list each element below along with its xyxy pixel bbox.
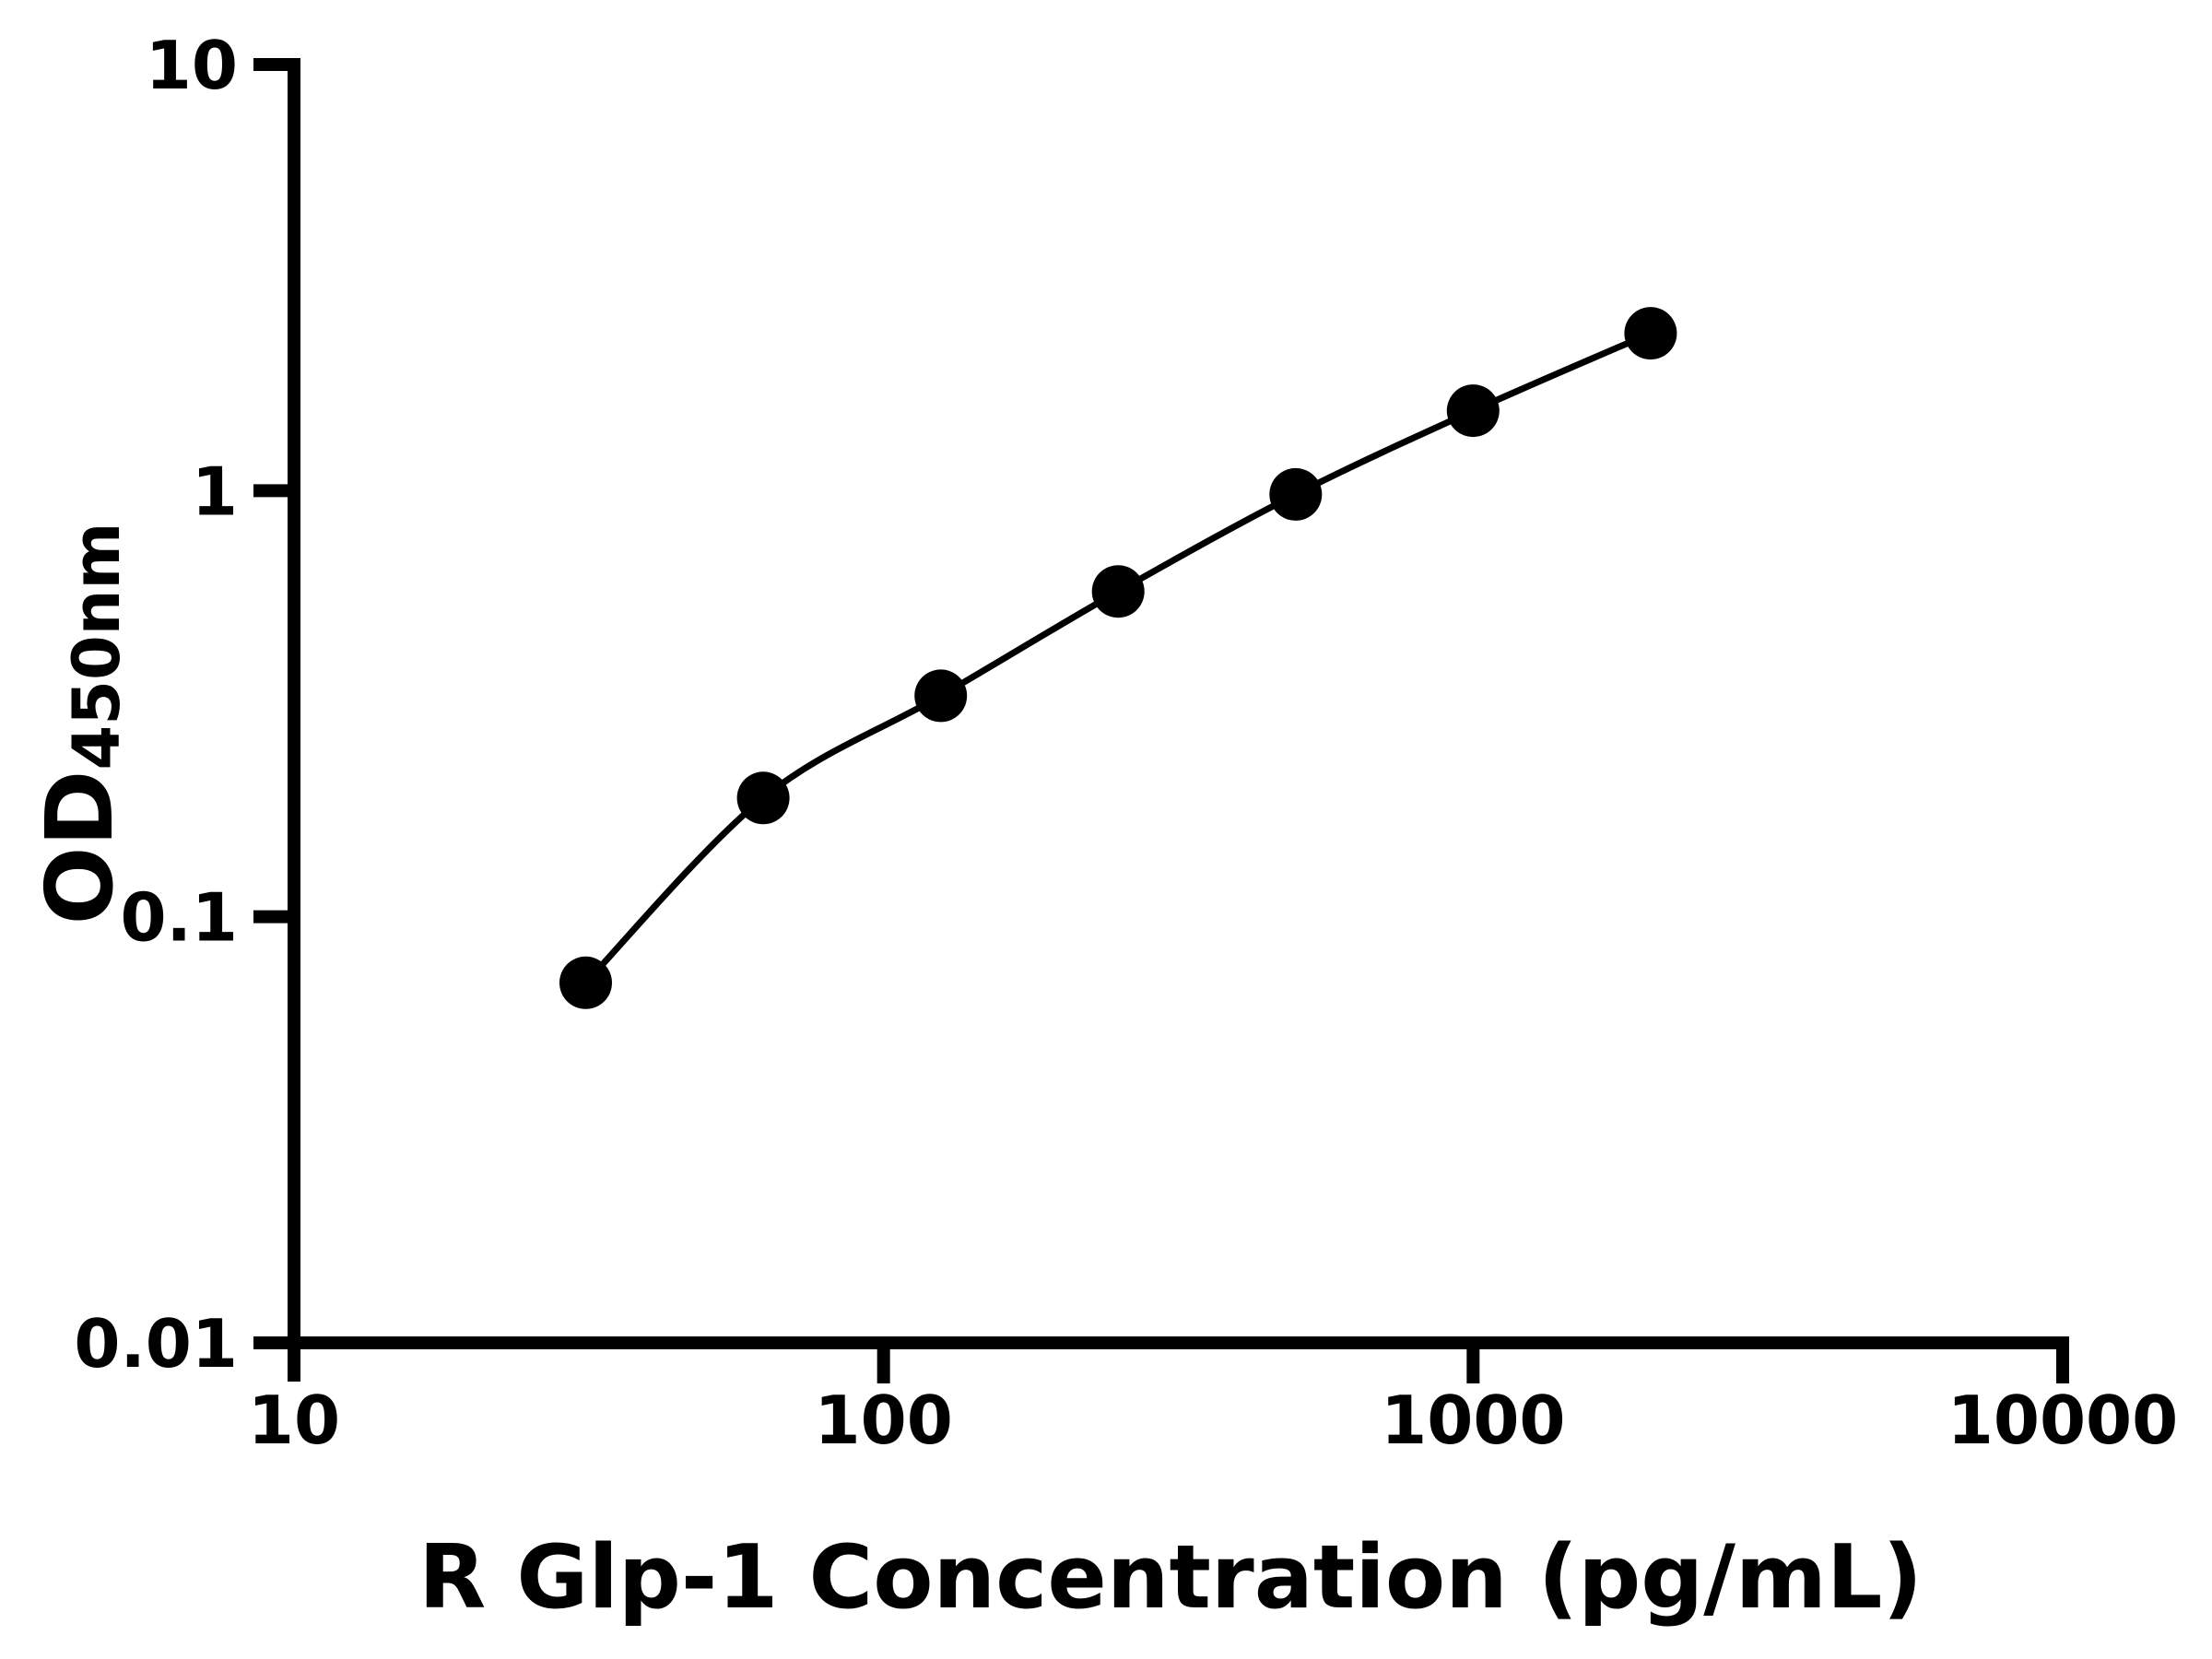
x-tick-label: 10 <box>248 1382 340 1459</box>
x-tick-label: 100 <box>815 1382 953 1459</box>
y-axis-title: OD450nm <box>25 522 135 925</box>
y-tick-label: 0.1 <box>120 879 238 957</box>
data-point <box>559 956 612 1009</box>
data-point <box>1624 307 1677 360</box>
data-point <box>1091 565 1145 618</box>
y-tick-label: 1 <box>192 453 238 530</box>
standard-curve-line <box>582 330 1653 985</box>
data-point <box>1446 384 1500 438</box>
x-tick-label: 1000 <box>1381 1382 1565 1459</box>
y-axis-title-subscript: 450nm <box>59 522 135 771</box>
y-tick-label: 0.01 <box>74 1305 238 1382</box>
data-point <box>736 771 790 825</box>
data-point <box>914 669 968 723</box>
y-axis-title-main: OD <box>25 770 134 925</box>
y-tick-label: 10 <box>146 27 238 104</box>
x-axis-title: R Glp-1 Concentration (pg/mL) <box>418 1527 1923 1629</box>
data-point <box>1269 467 1323 521</box>
x-tick-label: 10000 <box>1947 1382 2179 1459</box>
